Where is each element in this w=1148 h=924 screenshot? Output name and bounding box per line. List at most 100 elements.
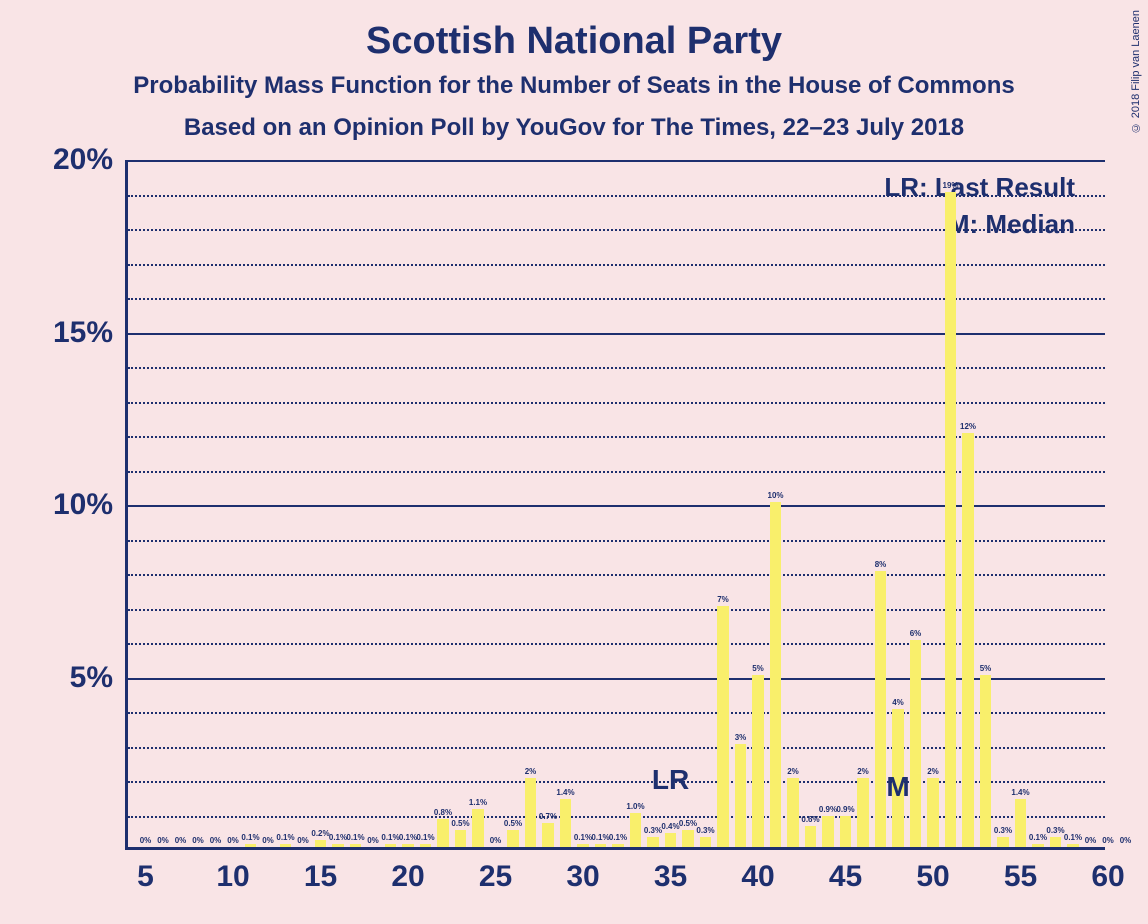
bar: 0.1% bbox=[332, 844, 343, 847]
bar: 0.3% bbox=[647, 837, 658, 847]
bar: 0.3% bbox=[997, 837, 1008, 847]
bar-value-label: 0.3% bbox=[696, 826, 714, 835]
bar-value-label: 2% bbox=[787, 767, 799, 776]
bar-value-label: 0.5% bbox=[504, 819, 522, 828]
grid-minor bbox=[128, 609, 1105, 611]
bar-value-label: 10% bbox=[767, 491, 783, 500]
chart-plot-area: LR: Last Result M: Median 5%10%15%20%510… bbox=[125, 160, 1105, 850]
bar: 0.3% bbox=[700, 837, 711, 847]
bar: 0.1% bbox=[420, 844, 431, 847]
legend-lr: LR: Last Result bbox=[884, 172, 1075, 203]
grid-major bbox=[128, 333, 1105, 335]
bar-value-label: 19% bbox=[942, 181, 958, 190]
x-axis-label: 25 bbox=[479, 860, 512, 894]
bar-value-label: 0.3% bbox=[994, 826, 1012, 835]
grid-major bbox=[128, 678, 1105, 680]
bar: 0.5% bbox=[682, 830, 693, 847]
bar: 2% bbox=[927, 778, 938, 847]
legend-m: M: Median bbox=[884, 209, 1075, 240]
grid-minor bbox=[128, 781, 1105, 783]
x-axis-label: 15 bbox=[304, 860, 337, 894]
bar-value-label: 2% bbox=[525, 767, 537, 776]
bar-value-label: 0.1% bbox=[329, 833, 347, 842]
bar: 0.1% bbox=[1032, 844, 1043, 847]
bar: 5% bbox=[980, 675, 991, 848]
bar-value-label: 0% bbox=[192, 836, 204, 845]
bar: 12% bbox=[962, 433, 973, 847]
bar-value-label: 0% bbox=[297, 836, 309, 845]
bar: 2% bbox=[857, 778, 868, 847]
bar-value-label: 1.0% bbox=[626, 802, 644, 811]
bar: 0.1% bbox=[612, 844, 623, 847]
bar: 0.7% bbox=[542, 823, 553, 847]
bar-value-label: 5% bbox=[752, 664, 764, 673]
bar-value-label: 0% bbox=[262, 836, 274, 845]
bar-value-label: 0% bbox=[490, 836, 502, 845]
bar: 10% bbox=[770, 502, 781, 847]
bar: 0.1% bbox=[1067, 844, 1078, 847]
annotation-m: M bbox=[886, 771, 909, 803]
bar-value-label: 1.4% bbox=[556, 788, 574, 797]
bar: 6% bbox=[910, 640, 921, 847]
bar: 0.1% bbox=[280, 844, 291, 847]
bar-value-label: 0.8% bbox=[434, 808, 452, 817]
bar-value-label: 1.1% bbox=[469, 798, 487, 807]
bar-value-label: 0.1% bbox=[609, 833, 627, 842]
bar-value-label: 0.1% bbox=[1064, 833, 1082, 842]
bar: 0.6% bbox=[805, 826, 816, 847]
bar-value-label: 8% bbox=[875, 560, 887, 569]
bar-value-label: 0.1% bbox=[574, 833, 592, 842]
bar: 19% bbox=[945, 192, 956, 848]
x-axis-label: 5 bbox=[137, 860, 154, 894]
chart-legend: LR: Last Result M: Median bbox=[884, 172, 1075, 246]
bar: 1.1% bbox=[472, 809, 483, 847]
bar: 0.2% bbox=[315, 840, 326, 847]
bar-value-label: 12% bbox=[960, 422, 976, 431]
y-axis-label: 15% bbox=[53, 316, 113, 350]
x-axis-label: 45 bbox=[829, 860, 862, 894]
bar: 0.3% bbox=[1050, 837, 1061, 847]
bar: 1.4% bbox=[1015, 799, 1026, 847]
annotation-lr: LR bbox=[652, 764, 689, 796]
bar-value-label: 0% bbox=[367, 836, 379, 845]
grid-minor bbox=[128, 540, 1105, 542]
bar: 0.5% bbox=[507, 830, 518, 847]
bar-value-label: 0.4% bbox=[661, 822, 679, 831]
grid-minor bbox=[128, 816, 1105, 818]
bar: 8% bbox=[875, 571, 886, 847]
bar-value-label: 7% bbox=[717, 595, 729, 604]
bar-value-label: 0.9% bbox=[819, 805, 837, 814]
bar: 0.5% bbox=[455, 830, 466, 847]
bar-value-label: 0% bbox=[1085, 836, 1097, 845]
bar-value-label: 0.1% bbox=[241, 833, 259, 842]
x-axis-label: 40 bbox=[741, 860, 774, 894]
bar-value-label: 0% bbox=[210, 836, 222, 845]
grid-major bbox=[128, 505, 1105, 507]
grid-minor bbox=[128, 643, 1105, 645]
bar-value-label: 0.6% bbox=[801, 815, 819, 824]
grid-minor bbox=[128, 402, 1105, 404]
x-axis-label: 50 bbox=[916, 860, 949, 894]
bar: 5% bbox=[752, 675, 763, 848]
chart-subtitle-1: Probability Mass Function for the Number… bbox=[0, 72, 1148, 100]
bar-value-label: 0% bbox=[175, 836, 187, 845]
bar: 0.9% bbox=[840, 816, 851, 847]
grid-minor bbox=[128, 471, 1105, 473]
x-axis-label: 35 bbox=[654, 860, 687, 894]
grid-minor bbox=[128, 298, 1105, 300]
bar-value-label: 0.1% bbox=[346, 833, 364, 842]
bar-value-label: 0.1% bbox=[399, 833, 417, 842]
bar-value-label: 0.1% bbox=[591, 833, 609, 842]
chart-title: Scottish National Party bbox=[0, 20, 1148, 63]
grid-minor bbox=[128, 264, 1105, 266]
bar-value-label: 0.3% bbox=[644, 826, 662, 835]
grid-minor bbox=[128, 436, 1105, 438]
bar: 0.1% bbox=[385, 844, 396, 847]
grid-minor bbox=[128, 367, 1105, 369]
bar-value-label: 0% bbox=[1102, 836, 1114, 845]
x-axis-label: 20 bbox=[391, 860, 424, 894]
grid-major bbox=[128, 160, 1105, 162]
grid-minor bbox=[128, 195, 1105, 197]
grid-minor bbox=[128, 712, 1105, 714]
bar: 2% bbox=[787, 778, 798, 847]
